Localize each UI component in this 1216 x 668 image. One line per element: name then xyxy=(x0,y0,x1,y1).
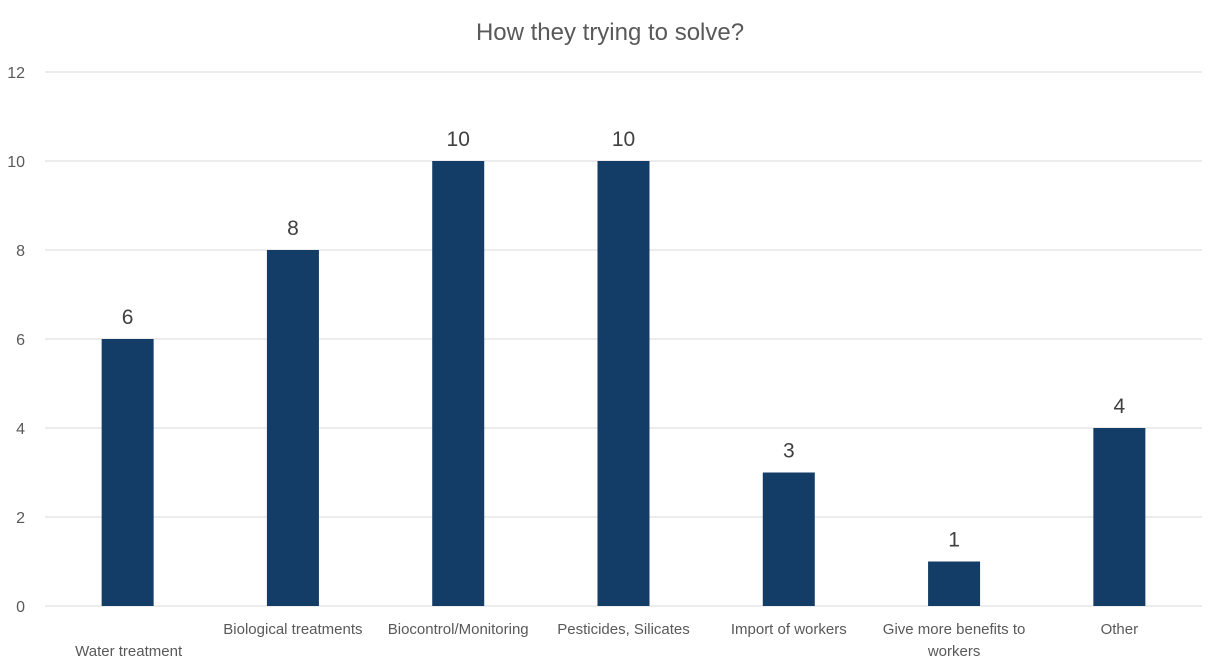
bar xyxy=(266,250,319,606)
bar xyxy=(597,161,650,606)
category-label: Import of workers xyxy=(731,621,847,638)
data-label: 8 xyxy=(287,217,299,240)
category-label: Water treatment xyxy=(75,643,183,660)
data-label: 4 xyxy=(1114,395,1126,418)
bar xyxy=(432,161,485,606)
y-tick-label: 8 xyxy=(16,243,25,260)
bars xyxy=(101,161,1146,606)
category-label: Biocontrol/Monitoring xyxy=(388,621,529,638)
category-label: Biological treatments xyxy=(223,621,362,638)
bar xyxy=(101,339,154,606)
data-label: 10 xyxy=(447,128,470,151)
category-label: Other xyxy=(1101,621,1139,638)
y-tick-label: 0 xyxy=(16,599,25,616)
y-tick-label: 6 xyxy=(16,332,25,349)
data-label: 10 xyxy=(612,128,635,151)
data-label: 3 xyxy=(783,440,795,463)
y-tick-label: 10 xyxy=(7,154,25,171)
x-axis-category-labels: Water treatment Biological treatments Bioc… xyxy=(75,621,1138,660)
data-labels: 6 8 10 10 3 1 4 xyxy=(122,128,1126,552)
category-label: Pesticides, Silicates xyxy=(557,621,690,638)
y-tick-label: 12 xyxy=(7,65,25,82)
y-tick-label: 2 xyxy=(16,510,25,527)
data-label: 1 xyxy=(948,529,960,552)
chart-title: How they trying to solve? xyxy=(476,19,744,46)
bar xyxy=(1093,428,1146,606)
y-tick-label: 4 xyxy=(16,421,25,438)
bar xyxy=(928,561,981,606)
bar xyxy=(762,472,815,606)
y-axis-tick-labels: 0 2 4 6 8 10 12 xyxy=(7,65,25,616)
data-label: 6 xyxy=(122,306,134,329)
category-label: Give more benefits to workers xyxy=(883,621,1026,660)
